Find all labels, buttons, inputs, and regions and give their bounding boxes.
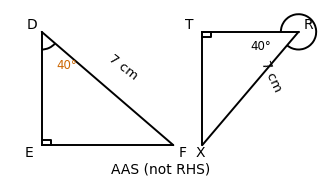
Text: 40°: 40° xyxy=(56,59,77,72)
Text: F: F xyxy=(179,146,187,160)
Text: 7 cm: 7 cm xyxy=(107,52,141,82)
Text: AAS (not RHS): AAS (not RHS) xyxy=(111,163,210,177)
Text: D: D xyxy=(27,18,38,32)
Text: E: E xyxy=(24,146,33,160)
Text: 40°: 40° xyxy=(250,39,271,53)
Text: X: X xyxy=(196,146,205,160)
Text: T: T xyxy=(185,18,194,32)
Text: R: R xyxy=(303,18,313,32)
Text: 7 cm: 7 cm xyxy=(258,58,284,94)
